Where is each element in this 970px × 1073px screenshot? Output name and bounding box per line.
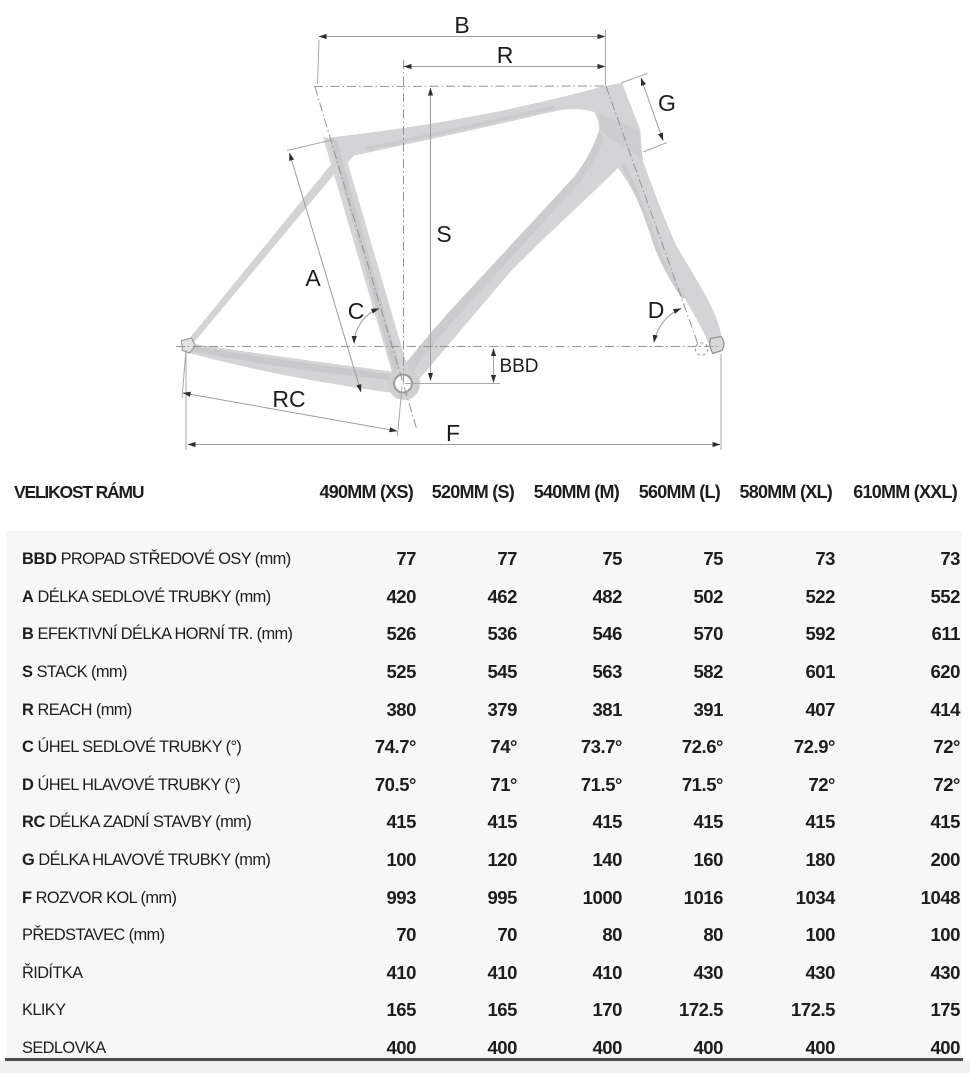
- svg-text:R: R: [497, 42, 514, 68]
- svg-text:B: B: [454, 12, 469, 38]
- svg-text:C: C: [348, 298, 365, 324]
- svg-text:F: F: [446, 420, 460, 446]
- svg-text:A: A: [305, 265, 321, 291]
- svg-text:D: D: [648, 297, 665, 323]
- svg-text:S: S: [436, 221, 451, 247]
- svg-text:RC: RC: [272, 386, 305, 412]
- svg-text:BBD: BBD: [499, 356, 538, 377]
- svg-text:G: G: [658, 90, 676, 116]
